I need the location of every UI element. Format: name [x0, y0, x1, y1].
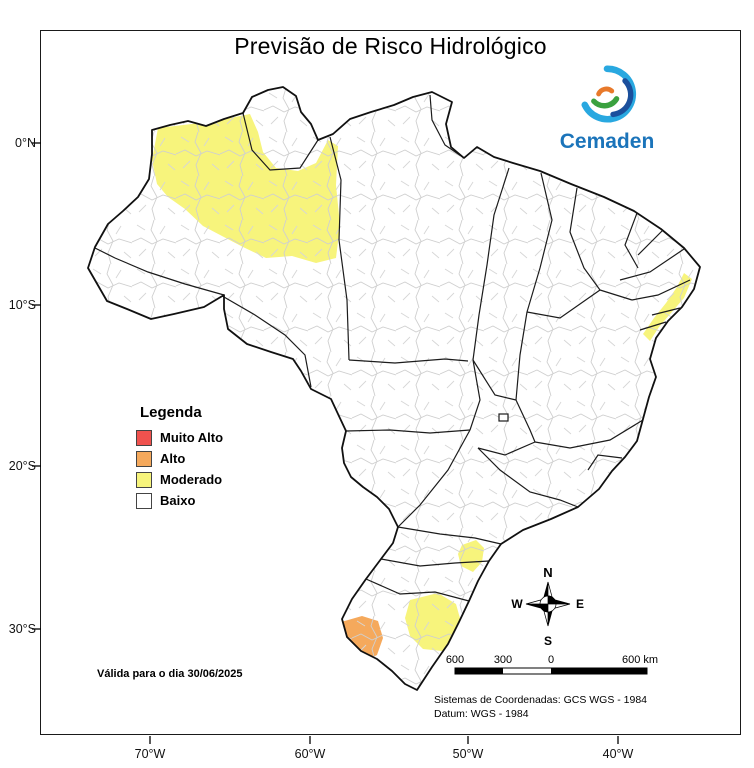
lat-label-20s: 20°S [8, 459, 36, 473]
legend-swatch-alto [136, 451, 152, 467]
legend-label: Alto [160, 451, 186, 466]
cemaden-logo: Cemaden [551, 64, 663, 154]
compass-south-label: S [544, 634, 552, 648]
legend-item: Muito Alto [136, 430, 223, 446]
scale-label-600-left: 600 [446, 654, 464, 666]
lat-label-10s: 10°S [8, 298, 36, 312]
state-boundaries [94, 94, 691, 602]
municipality-boundaries [88, 87, 700, 690]
legend-item: Moderado [136, 472, 223, 488]
cemaden-logo-mark [581, 65, 637, 123]
scale-label-600km: 600 km [622, 654, 658, 666]
df-square [498, 413, 509, 422]
compass-star [525, 581, 571, 627]
compass-north-label: N [543, 565, 552, 580]
compass-west-label: W [511, 597, 523, 611]
legend-item: Baixo [136, 493, 223, 509]
footnote-line2: Datum: WGS - 1984 [434, 707, 529, 720]
scale-bar: 600 300 0 600 km [446, 654, 658, 675]
legend-title: Legenda [140, 404, 202, 421]
map-frame [40, 30, 741, 735]
validity-note: Válida para o dia 30/06/2025 [97, 668, 243, 680]
scale-label-300: 300 [494, 654, 512, 666]
compass-rose: N S W E [511, 565, 584, 648]
lon-label-60w: 60°W [294, 747, 326, 761]
legend-label: Moderado [160, 472, 223, 487]
legend-label: Baixo [160, 493, 196, 508]
coordinate-footnote: Sistemas de Coordenadas: GCS WGS - 1984 … [434, 694, 647, 721]
legend-label: Muito Alto [160, 430, 224, 445]
scale-label-0: 0 [548, 654, 554, 666]
footnote-line1: Sistemas de Coordenadas: GCS WGS - 1984 [434, 694, 648, 706]
scale-segment [503, 668, 551, 674]
scale-outline [454, 667, 648, 675]
legend: Legenda Muito Alto Alto Moderado Baixo [136, 404, 223, 514]
lat-label-0n: 0°N [15, 136, 36, 150]
compass-east-label: E [576, 597, 584, 611]
legend-item: Alto [136, 451, 223, 467]
legend-swatch-muito-alto [136, 430, 152, 446]
lat-label-30s: 30°S [8, 622, 36, 636]
scale-segment [455, 668, 503, 674]
lon-label-50w: 50°W [452, 747, 484, 761]
legend-swatch-moderado [136, 472, 152, 488]
axis-ticks [32, 142, 619, 744]
lon-label-70w: 70°W [134, 747, 166, 761]
lon-label-40w: 40°W [602, 747, 634, 761]
legend-swatch-baixo [136, 493, 152, 509]
page-title: Previsão de Risco Hidrológico [234, 33, 547, 59]
cemaden-logo-text: Cemaden [559, 130, 655, 153]
scale-segment [551, 668, 647, 674]
